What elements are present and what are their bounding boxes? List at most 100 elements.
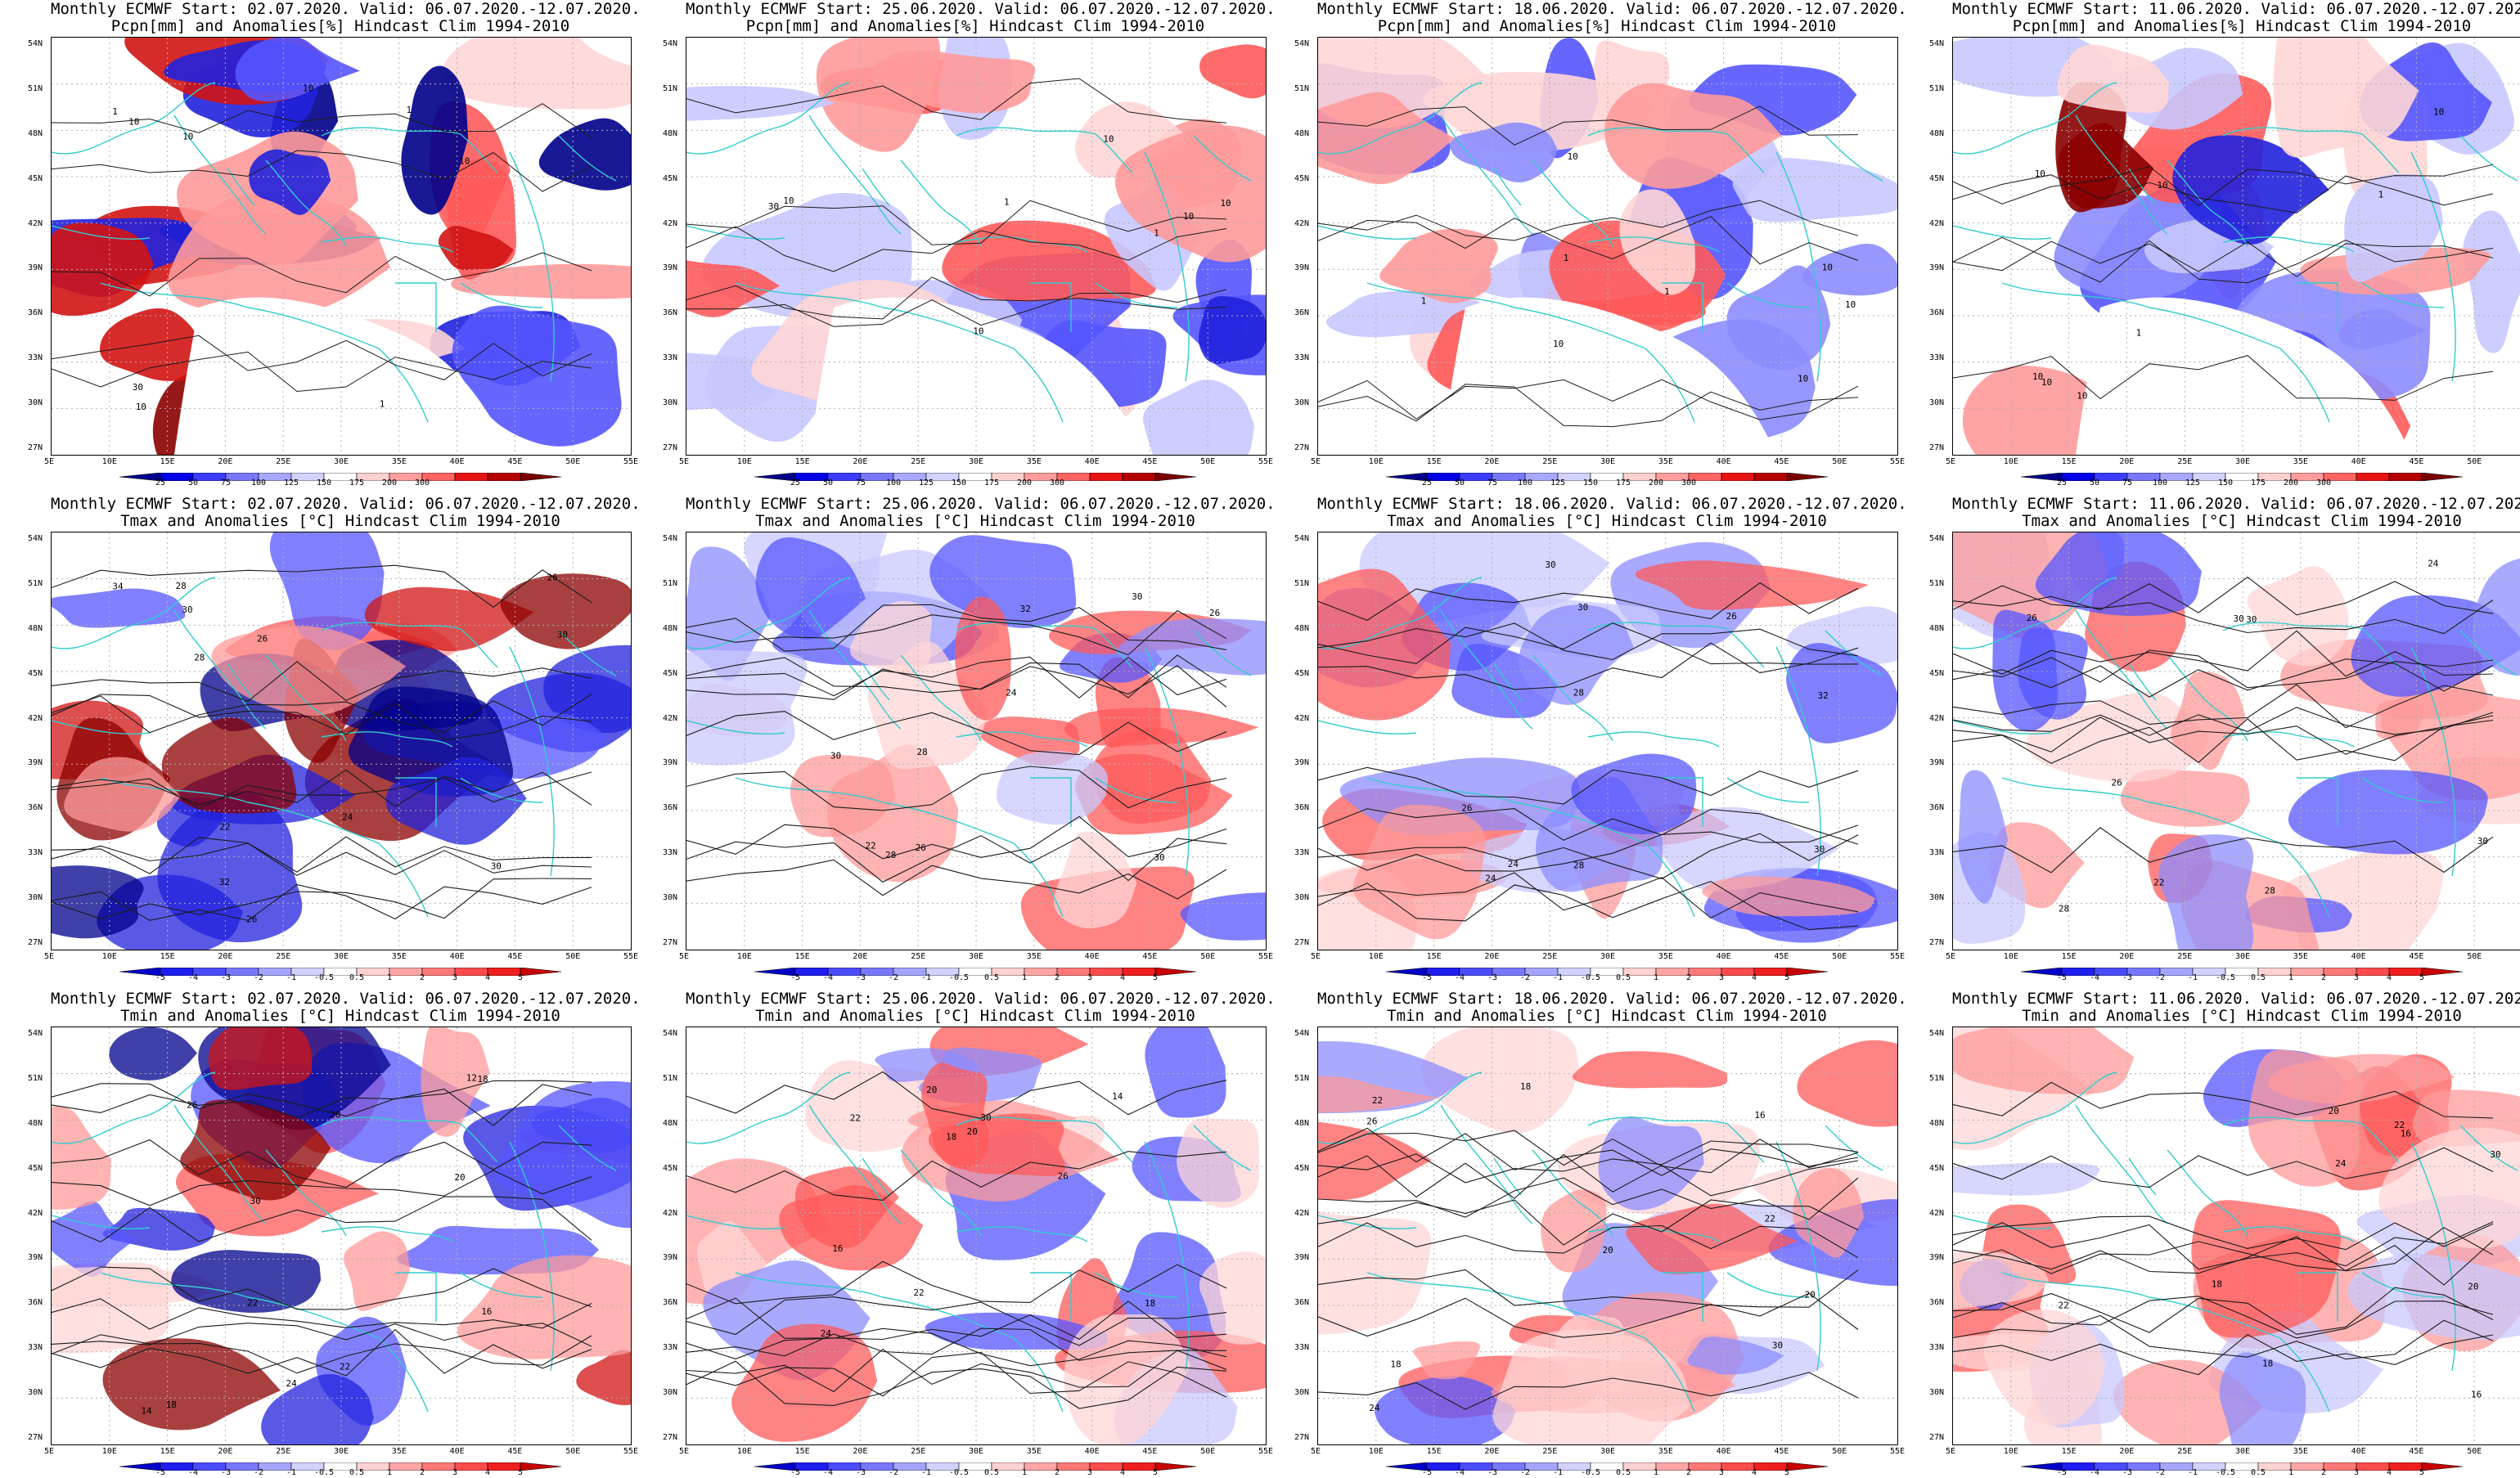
colorbar-label: -2	[253, 1468, 264, 1477]
colorbar-label: -5	[1421, 1468, 1433, 1477]
lat-tick-label: 36N	[663, 1298, 678, 1308]
colorbar-container: -5 -4 -3 -2 -1 -0.5 0.5 1 2 3 4 5	[754, 964, 1197, 983]
lat-tick-label: 33N	[1294, 1343, 1310, 1353]
contour-label: 12	[466, 1073, 477, 1084]
panel-title-start: Monthly ECMWF Start: 18.06.2020. Valid: …	[1317, 495, 1907, 513]
lon-tick-label: 15E	[794, 1447, 810, 1456]
lat-tick-label: 36N	[1294, 308, 1310, 318]
lat-tick-label: 48N	[1929, 623, 1945, 633]
colorbar	[754, 472, 1197, 482]
colorbar-label: 0.5	[1615, 1468, 1631, 1477]
lon-tick-label: 25E	[911, 457, 926, 466]
panel-title-start: Monthly ECMWF Start: 11.06.2020. Valid: …	[1952, 495, 2520, 513]
lon-tick-label: 35E	[391, 952, 407, 961]
lon-tick-label: 55E	[623, 952, 639, 961]
panel-title-variable: Tmin and Anomalies [°C] Hindcast Clim 19…	[2022, 1007, 2462, 1025]
contour-label: 24	[1485, 873, 1496, 883]
colorbar-label: 25	[1421, 478, 1433, 487]
map-area: 12 14 16 18 20 22 24 18 20 22 26 30	[51, 1027, 632, 1445]
lon-tick-label: 55E	[623, 457, 639, 466]
map-area: 10 10 1 10 10 1 10 1	[1317, 37, 1898, 456]
colorbar-label: 50	[2089, 478, 2100, 487]
colorbar-arrow-high	[1786, 1462, 1829, 1471]
colorbar-label: 75	[1487, 478, 1498, 487]
lon-tick-label: 30E	[2235, 457, 2251, 466]
lon-tick-label: 40E	[2351, 457, 2366, 466]
lon-tick-label: 30E	[1600, 1447, 1616, 1456]
lon-tick-label: 30E	[2235, 1447, 2251, 1456]
lon-tick-label: 20E	[2119, 457, 2135, 466]
map-area: 10 10 10 1 10 10 1 10	[1952, 37, 2520, 456]
lon-tick-label: 55E	[1258, 1447, 1274, 1456]
panel-title-variable: Tmin and Anomalies [°C] Hindcast Clim 19…	[755, 1007, 1195, 1025]
lat-tick-label: 36N	[28, 1298, 43, 1308]
colorbar	[2020, 1462, 2464, 1471]
contour-label: 30	[830, 750, 841, 761]
lat-tick-label: 39N	[28, 758, 43, 768]
panel-title-variable: Tmin and Anomalies [°C] Hindcast Clim 19…	[1387, 1007, 1827, 1025]
contour-label: 10	[182, 132, 193, 142]
contour-label: 10	[128, 117, 139, 128]
contour-label: 20	[2468, 1282, 2478, 1292]
lon-tick-label: 40E	[1084, 1447, 1100, 1456]
colorbar-container: -5 -4 -3 -2 -1 -0.5 0.5 1 2 3 4 5	[119, 1458, 562, 1478]
lat-tick-label: 48N	[663, 623, 678, 633]
lat-tick-label: 30N	[1929, 398, 1945, 408]
contour-label: 26	[916, 842, 926, 853]
contour-label: 18	[2262, 1359, 2273, 1369]
contour-label: 30	[1154, 852, 1164, 863]
contour-label: 26	[187, 1100, 197, 1111]
lat-tick-label: 36N	[28, 308, 43, 318]
contour-label: 22	[2153, 878, 2164, 888]
contour-label: 22	[340, 1362, 350, 1372]
colorbar-label: -5	[790, 1468, 801, 1477]
colorbar-label: 300	[414, 478, 430, 487]
contour-label: 26	[1209, 608, 1220, 618]
colorbar-label: -3	[855, 1468, 866, 1477]
colorbar-label: 2	[419, 1468, 425, 1477]
contour-label: 22	[247, 1298, 258, 1309]
lat-tick-label: 39N	[28, 263, 43, 273]
lat-tick-label: 27N	[28, 443, 43, 452]
colorbar-label: -3	[855, 973, 866, 982]
panel-title-start: Monthly ECMWF Start: 25.06.2020. Valid: …	[686, 495, 1276, 513]
colorbar-container: -5 -4 -3 -2 -1 -0.5 0.5 1 2 3 4 5	[2020, 1458, 2464, 1478]
panel-title-variable: Pcpn[mm] and Anomalies[%] Hindcast Clim …	[110, 17, 570, 35]
colorbar-label: 125	[283, 478, 299, 487]
lon-tick-label: 20E	[1484, 457, 1500, 466]
colorbar-container: -5 -4 -3 -2 -1 -0.5 0.5 1 2 3 4 5	[1385, 964, 1829, 983]
lat-tick-label: 48N	[28, 128, 43, 138]
anomaly-field: 22 28 30 26 24 28 30 26 30	[1953, 532, 2520, 950]
colorbar-label: -4	[187, 973, 199, 982]
lon-tick-label: 25E	[911, 952, 926, 961]
colorbar-label: 4	[2386, 973, 2392, 982]
lon-tick-label: 50E	[1832, 1447, 1847, 1456]
colorbar-label: 5	[517, 1468, 524, 1477]
lon-tick-label: 5E	[1311, 457, 1321, 466]
contour-label: 10	[1553, 339, 1564, 349]
colorbar-label: -2	[888, 1468, 899, 1477]
contour-label: 20	[2329, 1106, 2339, 1116]
colorbar-container: -5 -4 -3 -2 -1 -0.5 0.5 1 2 3 4 5	[2020, 964, 2464, 983]
colorbar-label: 125	[1550, 478, 1566, 487]
lat-tick-label: 48N	[1294, 128, 1310, 138]
lat-tick-label: 48N	[1929, 1118, 1945, 1128]
colorbar-arrow-high	[520, 967, 562, 977]
contour-label: 10	[2077, 391, 2087, 402]
contour-label: 30	[1814, 844, 1825, 855]
colorbar-label: 5	[1784, 973, 1790, 982]
contour-label: 10	[2035, 168, 2045, 179]
lat-tick-label: 45N	[1294, 173, 1310, 183]
contour-label: 28	[194, 652, 205, 663]
colorbar-label: 50	[1454, 478, 1465, 487]
lat-tick-label: 33N	[1929, 1343, 1945, 1353]
lon-tick-label: 15E	[794, 457, 810, 466]
lat-tick-label: 54N	[1929, 534, 1945, 543]
lon-tick-label: 30E	[969, 1447, 984, 1456]
lat-tick-label: 27N	[28, 1433, 43, 1442]
contour-label: 30	[2477, 836, 2488, 847]
lat-tick-label: 39N	[663, 263, 678, 273]
lat-tick-label: 33N	[663, 1343, 678, 1353]
lon-tick-label: 10E	[101, 1447, 117, 1456]
